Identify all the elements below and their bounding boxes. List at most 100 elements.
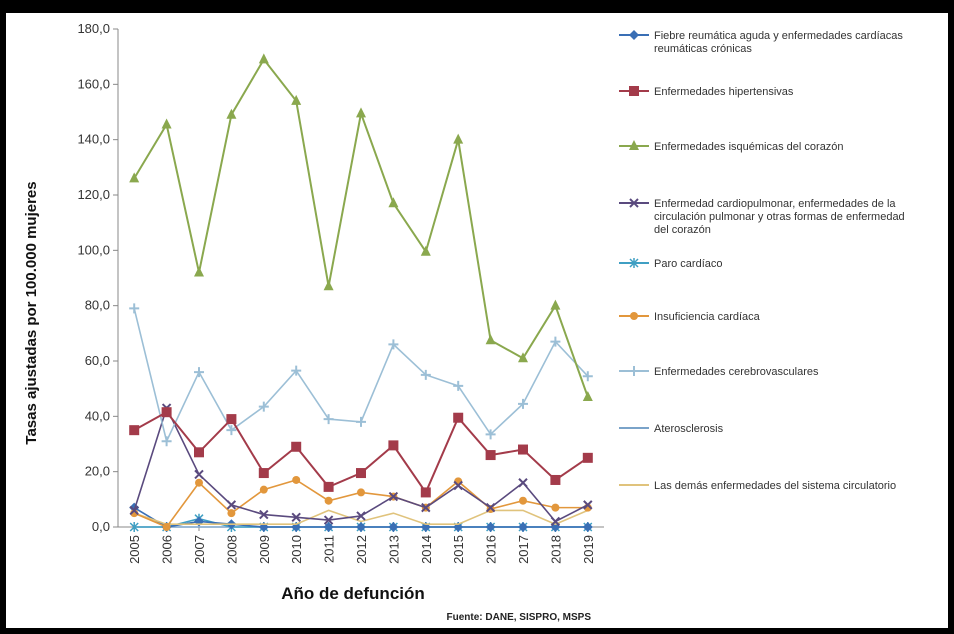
- x-tick-label: 2008: [224, 535, 239, 564]
- data-point: [356, 468, 366, 479]
- data-point: [518, 478, 528, 488]
- data-point: [550, 299, 561, 310]
- data-point: [129, 172, 140, 183]
- x-tick-label: 2009: [257, 535, 272, 564]
- legend-swatch-marker: [629, 140, 639, 150]
- data-point: [582, 371, 593, 382]
- series-9: [133, 509, 589, 526]
- data-point: [226, 108, 237, 119]
- data-point: [388, 440, 399, 451]
- data-point: [485, 450, 496, 461]
- series-layer: [129, 53, 593, 532]
- data-point: [453, 412, 464, 423]
- y-tick-label: 180,0: [77, 21, 110, 36]
- legend-swatch-marker: [629, 198, 639, 208]
- data-point: [323, 515, 334, 525]
- legend-item-2: Enfermedades hipertensivas: [619, 86, 794, 98]
- x-tick-label: 2007: [192, 535, 207, 564]
- data-point: [518, 398, 528, 409]
- data-point: [453, 480, 463, 491]
- data-point: [194, 469, 204, 480]
- chart-frame: 0,0 20,0 40,0 60,0 80,0 100,0 120,0 140,0 160,0 1…: [6, 13, 948, 628]
- data-point: [518, 444, 528, 455]
- y-axis-title: Tasas ajustadas por 100.000 mujeres: [23, 181, 40, 444]
- data-point: [485, 429, 496, 440]
- legend-item-9: Las demás enfermedades del sistema circu…: [619, 480, 896, 492]
- data-point: [194, 447, 204, 458]
- x-tick-label: 2017: [516, 535, 531, 564]
- legend: Fiebre reumática aguda y enfermedades ca…: [619, 30, 905, 492]
- legend-label: Aterosclerosis: [654, 423, 724, 435]
- data-point: [227, 509, 236, 518]
- legend-label-line: Insuficiencia cardíaca: [654, 311, 761, 323]
- data-point: [129, 522, 139, 532]
- data-point: [551, 503, 560, 512]
- data-point: [421, 502, 431, 513]
- data-point: [324, 496, 333, 505]
- data-point: [485, 522, 496, 532]
- data-point: [161, 118, 172, 129]
- data-point: [582, 522, 593, 532]
- x-axis-ticks: 2005 2006 2007 2008 2009 2010 2011 2012 2013 2014…: [127, 527, 596, 564]
- x-tick-label: 2016: [484, 535, 499, 564]
- data-point: [550, 474, 561, 485]
- data-point: [129, 303, 140, 314]
- data-point: [259, 485, 268, 494]
- legend-label-line: Enfermedades hipertensivas: [654, 86, 794, 98]
- y-tick-label: 100,0: [77, 242, 110, 257]
- data-point: [323, 280, 334, 291]
- legend-item-5: Paro cardíaco: [619, 258, 722, 270]
- data-point: [420, 369, 431, 380]
- data-point: [485, 334, 496, 345]
- legend-swatch-marker: [629, 86, 639, 96]
- y-axis-ticks: 0,0 20,0 40,0 60,0 80,0 100,0 120,0 140,0 160,0 1…: [77, 21, 118, 534]
- chart-svg: 0,0 20,0 40,0 60,0 80,0 100,0 120,0 140,0 160,0 1…: [23, 21, 905, 623]
- source-note: Fuente: DANE, SISPRO, MSPS: [447, 612, 592, 623]
- y-tick-label: 80,0: [85, 298, 110, 313]
- data-point: [582, 390, 593, 401]
- data-point: [388, 339, 399, 350]
- data-point: [519, 496, 527, 505]
- legend-item-3: Enfermedades isquémicas del corazón: [619, 140, 844, 153]
- data-point: [291, 365, 302, 376]
- data-point: [388, 197, 399, 208]
- data-point: [162, 523, 171, 531]
- legend-label: Insuficiencia cardíaca: [654, 311, 761, 323]
- series-3: [129, 53, 593, 401]
- data-point: [583, 500, 593, 510]
- data-point: [388, 491, 399, 502]
- data-point: [323, 481, 334, 492]
- x-tick-label: 2019: [581, 535, 596, 564]
- data-point: [550, 336, 561, 347]
- y-tick-label: 140,0: [77, 132, 110, 147]
- legend-label-line: del corazón: [654, 224, 711, 236]
- x-tick-label: 2011: [322, 535, 337, 563]
- legend-item-6: Insuficiencia cardíaca: [619, 311, 761, 323]
- series-2: [129, 407, 593, 498]
- legend-label-line: Las demás enfermedades del sistema circu…: [654, 480, 896, 492]
- data-point: [226, 414, 237, 425]
- y-tick-label: 40,0: [85, 408, 110, 423]
- legend-label-line: Fiebre reumática aguda y enfermedades ca…: [654, 30, 903, 42]
- x-tick-label: 2006: [160, 535, 175, 564]
- legend-label: Enfermedad cardiopulmonar, enfermedades …: [654, 198, 905, 236]
- data-point: [194, 266, 204, 277]
- data-point: [292, 475, 301, 484]
- data-point: [388, 522, 399, 532]
- series-4: [129, 403, 593, 527]
- data-point: [291, 94, 302, 105]
- x-tick-label: 2010: [289, 535, 304, 564]
- y-tick-label: 0,0: [92, 519, 110, 534]
- x-tick-label: 2014: [419, 535, 434, 564]
- legend-swatch-marker: [630, 312, 638, 320]
- data-point: [453, 133, 464, 144]
- legend-label-line: Aterosclerosis: [654, 423, 724, 435]
- data-point: [258, 53, 269, 64]
- data-point: [420, 245, 431, 256]
- legend-swatch-marker: [629, 30, 639, 40]
- data-point: [291, 441, 302, 452]
- legend-label-line: Enfermedades isquémicas del corazón: [654, 141, 844, 153]
- data-point: [453, 380, 464, 391]
- data-point: [323, 522, 334, 532]
- legend-label-line: Enfermedad cardiopulmonar, enfermedades …: [654, 198, 896, 210]
